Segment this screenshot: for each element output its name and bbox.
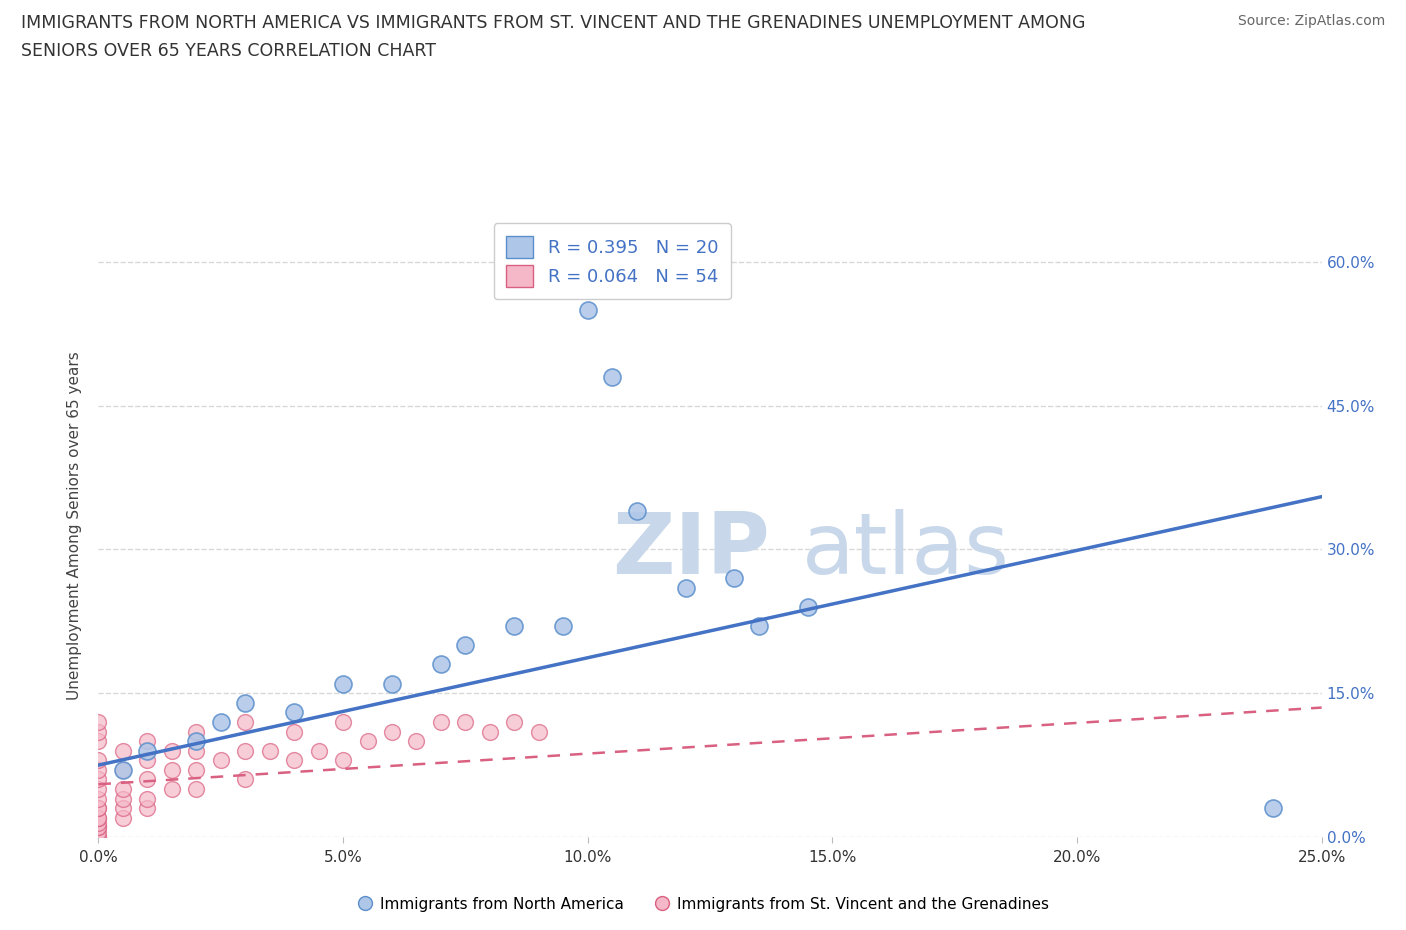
Point [87, 772, 110, 787]
Point [87, 801, 110, 816]
Text: SENIORS OVER 65 YEARS CORRELATION CHART: SENIORS OVER 65 YEARS CORRELATION CHART [21, 42, 436, 60]
Point [111, 801, 134, 816]
Point [160, 743, 183, 758]
Point [233, 696, 256, 711]
Point [111, 781, 134, 796]
Point [553, 618, 575, 633]
Point [381, 676, 404, 691]
Point [405, 734, 427, 749]
Point [87, 734, 110, 749]
Point [111, 763, 134, 777]
Point [136, 734, 159, 749]
Point [283, 705, 305, 720]
Point [600, 369, 623, 384]
Point [111, 763, 134, 777]
Point [797, 600, 820, 615]
Point [233, 714, 256, 729]
Point [527, 724, 550, 739]
Point [503, 618, 526, 633]
Point [87, 753, 110, 768]
Point [186, 724, 208, 739]
Point [233, 743, 256, 758]
Point [503, 714, 526, 729]
Point [111, 743, 134, 758]
Point [186, 781, 208, 796]
Legend: R = 0.395   N = 20, R = 0.064   N = 54: R = 0.395 N = 20, R = 0.064 N = 54 [494, 223, 731, 299]
Point [332, 753, 354, 768]
Point [136, 743, 159, 758]
Point [675, 580, 697, 595]
Point [454, 638, 477, 653]
Text: IMMIGRANTS FROM NORTH AMERICA VS IMMIGRANTS FROM ST. VINCENT AND THE GRENADINES : IMMIGRANTS FROM NORTH AMERICA VS IMMIGRA… [21, 14, 1085, 32]
Point [308, 743, 330, 758]
Point [87, 714, 110, 729]
Point [356, 734, 378, 749]
Point [87, 830, 110, 844]
Point [186, 743, 208, 758]
Point [332, 714, 354, 729]
Point [87, 825, 110, 840]
Point [259, 743, 281, 758]
Point [136, 772, 159, 787]
Point [160, 763, 183, 777]
Point [87, 816, 110, 830]
Text: Source: ZipAtlas.com: Source: ZipAtlas.com [1237, 14, 1385, 28]
Point [87, 724, 110, 739]
Point [136, 801, 159, 816]
Point [430, 657, 453, 671]
Point [576, 302, 599, 317]
Point [87, 810, 110, 825]
Point [136, 753, 159, 768]
Point [233, 772, 256, 787]
Legend: Immigrants from North America, Immigrants from St. Vincent and the Grenadines: Immigrants from North America, Immigrant… [350, 891, 1056, 918]
Point [283, 724, 305, 739]
Point [209, 714, 232, 729]
Point [478, 724, 501, 739]
Text: ZIP: ZIP [612, 509, 770, 591]
Point [87, 801, 110, 816]
Point [1261, 801, 1284, 816]
Point [111, 791, 134, 806]
Point [136, 791, 159, 806]
Point [381, 724, 404, 739]
Point [209, 753, 232, 768]
Point [186, 763, 208, 777]
Point [454, 714, 477, 729]
Point [87, 781, 110, 796]
Point [87, 830, 110, 844]
Text: atlas: atlas [801, 509, 1010, 591]
Point [283, 753, 305, 768]
Y-axis label: Unemployment Among Seniors over 65 years: Unemployment Among Seniors over 65 years [67, 352, 83, 699]
Point [626, 504, 648, 519]
Point [723, 571, 745, 586]
Point [160, 781, 183, 796]
Point [430, 714, 453, 729]
Point [748, 618, 770, 633]
Point [87, 810, 110, 825]
Point [87, 820, 110, 835]
Point [111, 810, 134, 825]
Point [332, 676, 354, 691]
Point [186, 734, 208, 749]
Point [87, 791, 110, 806]
Point [87, 820, 110, 835]
Point [87, 763, 110, 777]
